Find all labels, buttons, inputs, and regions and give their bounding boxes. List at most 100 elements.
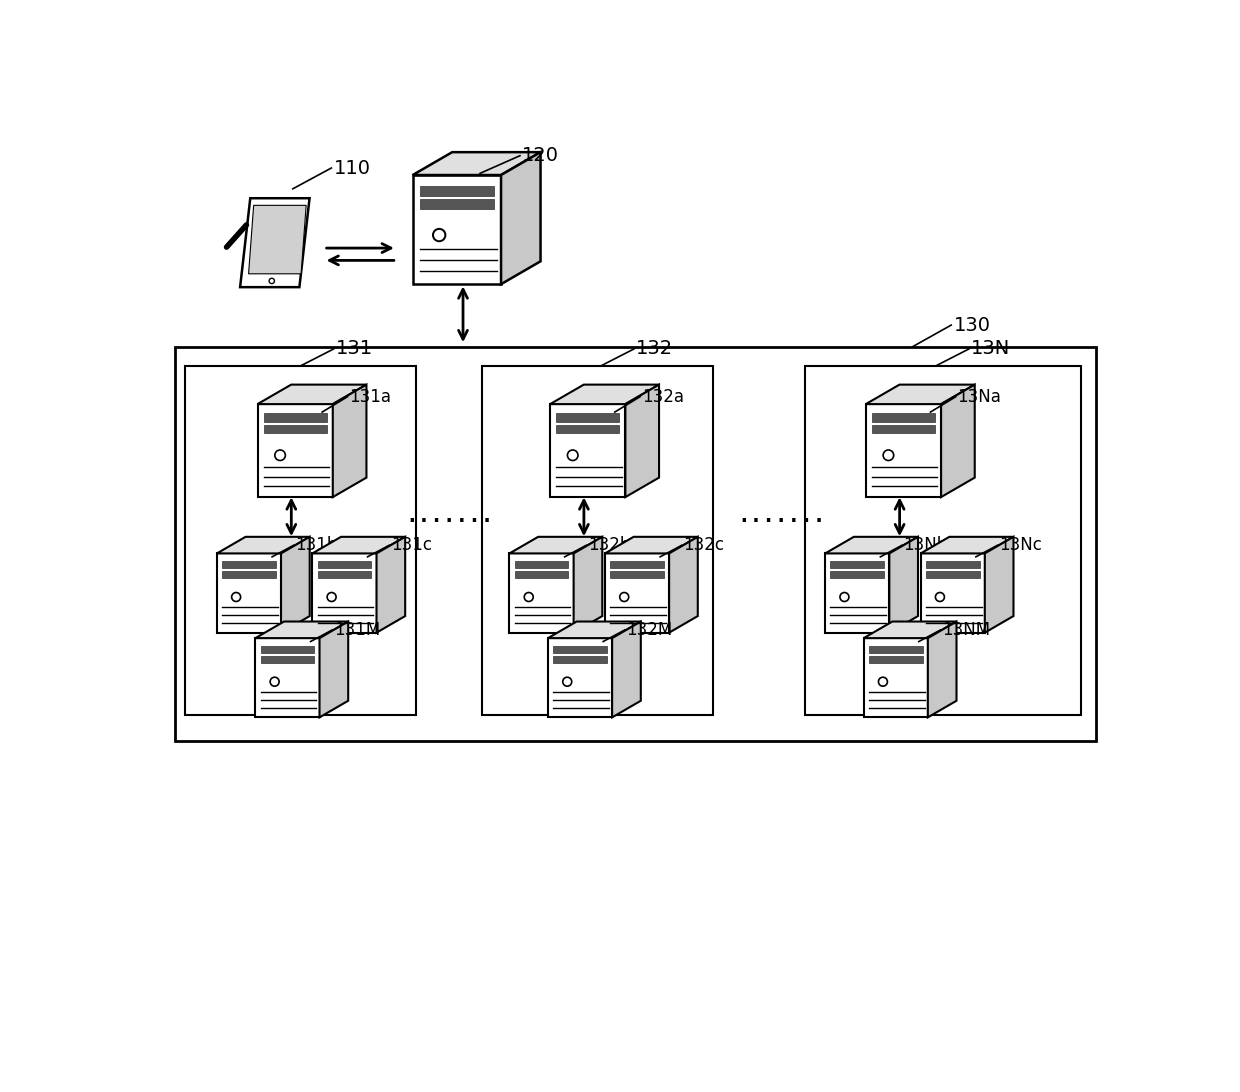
Circle shape — [525, 593, 533, 602]
Polygon shape — [258, 404, 332, 497]
Text: 132: 132 — [636, 340, 673, 358]
Polygon shape — [866, 384, 975, 404]
Circle shape — [275, 450, 285, 461]
Polygon shape — [515, 561, 568, 569]
Polygon shape — [501, 152, 541, 284]
Polygon shape — [420, 186, 494, 195]
Polygon shape — [670, 537, 698, 632]
Polygon shape — [258, 384, 367, 404]
Polygon shape — [625, 384, 658, 497]
Polygon shape — [377, 537, 405, 632]
Polygon shape — [574, 537, 603, 632]
Circle shape — [878, 677, 888, 686]
Bar — [185, 366, 417, 714]
Polygon shape — [317, 561, 371, 569]
Text: 110: 110 — [334, 158, 371, 178]
Circle shape — [270, 677, 279, 686]
Polygon shape — [831, 561, 884, 569]
Text: 13Na: 13Na — [957, 388, 1001, 406]
Polygon shape — [264, 425, 327, 432]
Polygon shape — [869, 646, 923, 653]
Polygon shape — [553, 655, 608, 663]
Polygon shape — [332, 384, 367, 497]
Text: 131b: 131b — [295, 536, 337, 555]
Polygon shape — [255, 621, 348, 638]
Circle shape — [568, 450, 578, 461]
Text: 13N: 13N — [971, 340, 1011, 358]
Polygon shape — [941, 384, 975, 497]
Circle shape — [935, 593, 945, 602]
Polygon shape — [222, 571, 275, 578]
Polygon shape — [864, 621, 956, 638]
Polygon shape — [217, 537, 310, 554]
Polygon shape — [920, 554, 985, 632]
Circle shape — [269, 278, 274, 284]
Polygon shape — [551, 404, 625, 497]
Polygon shape — [928, 621, 956, 717]
Circle shape — [839, 593, 849, 602]
Polygon shape — [255, 638, 320, 717]
Text: 132a: 132a — [641, 388, 683, 406]
Polygon shape — [610, 561, 663, 569]
Bar — [805, 366, 1080, 714]
Polygon shape — [613, 621, 641, 717]
Polygon shape — [869, 655, 923, 663]
Circle shape — [883, 450, 894, 461]
Text: 131c: 131c — [391, 536, 432, 555]
Polygon shape — [825, 554, 889, 632]
Circle shape — [620, 593, 629, 602]
Polygon shape — [413, 152, 541, 175]
Polygon shape — [864, 638, 928, 717]
Text: 120: 120 — [522, 146, 559, 165]
Polygon shape — [241, 199, 310, 287]
Polygon shape — [553, 646, 608, 653]
Polygon shape — [548, 638, 613, 717]
Polygon shape — [610, 571, 663, 578]
Text: 131: 131 — [336, 340, 373, 358]
Polygon shape — [515, 571, 568, 578]
Circle shape — [232, 593, 241, 602]
Polygon shape — [605, 554, 670, 632]
Text: 132b: 132b — [588, 536, 630, 555]
Polygon shape — [312, 537, 405, 554]
Circle shape — [327, 593, 336, 602]
Polygon shape — [872, 425, 935, 432]
Polygon shape — [926, 571, 980, 578]
Polygon shape — [831, 571, 884, 578]
Text: 132M: 132M — [626, 621, 672, 639]
Polygon shape — [557, 425, 619, 432]
Polygon shape — [320, 621, 348, 717]
Text: 130: 130 — [954, 316, 991, 334]
Polygon shape — [548, 621, 641, 638]
Polygon shape — [510, 554, 574, 632]
Polygon shape — [825, 537, 918, 554]
Polygon shape — [866, 404, 941, 497]
Polygon shape — [872, 414, 935, 422]
Polygon shape — [557, 414, 619, 422]
Text: 131M: 131M — [334, 621, 379, 639]
Polygon shape — [985, 537, 1013, 632]
Polygon shape — [551, 384, 658, 404]
Text: .......: ....... — [738, 506, 826, 526]
Polygon shape — [281, 537, 310, 632]
Polygon shape — [926, 561, 980, 569]
Text: 13Nb: 13Nb — [904, 536, 947, 555]
Polygon shape — [317, 571, 371, 578]
Text: 132c: 132c — [683, 536, 724, 555]
Polygon shape — [260, 655, 315, 663]
Polygon shape — [222, 561, 275, 569]
Text: 131a: 131a — [350, 388, 391, 406]
Circle shape — [433, 229, 445, 241]
Text: 13Nc: 13Nc — [999, 536, 1042, 555]
Polygon shape — [312, 554, 377, 632]
Polygon shape — [260, 646, 315, 653]
Polygon shape — [217, 554, 281, 632]
Polygon shape — [420, 199, 494, 209]
Bar — [481, 366, 713, 714]
Polygon shape — [510, 537, 603, 554]
Polygon shape — [605, 537, 698, 554]
Text: .......: ....... — [405, 506, 494, 526]
Circle shape — [563, 677, 572, 686]
Polygon shape — [413, 175, 501, 284]
Text: 13NM: 13NM — [942, 621, 990, 639]
